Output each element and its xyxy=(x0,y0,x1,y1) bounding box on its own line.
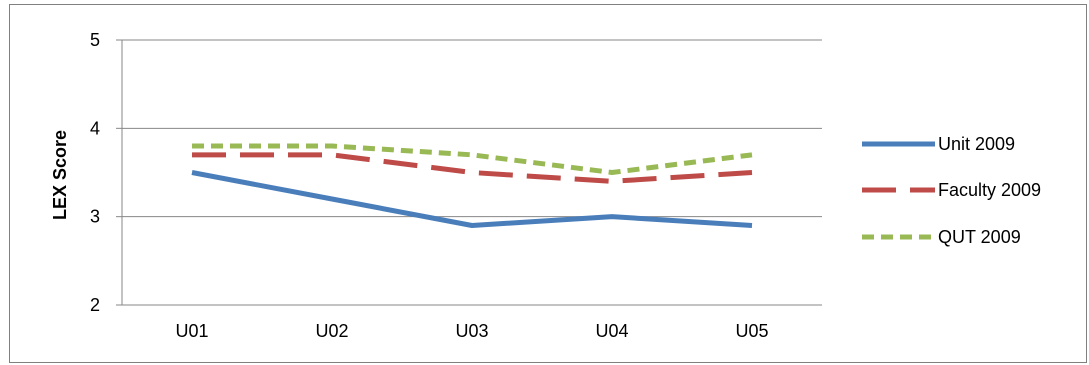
legend-label: Faculty 2009 xyxy=(938,180,1041,200)
y-tick-label: 4 xyxy=(90,118,100,138)
gridlines xyxy=(121,39,822,306)
series-line xyxy=(191,170,753,228)
x-axis-ticks: U01 U02 U03 U04 U05 xyxy=(175,321,768,341)
legend: Unit 2009 Faculty 2009 QUT 2009 xyxy=(862,134,1041,247)
x-tick-label: U02 xyxy=(315,321,348,341)
legend-label: QUT 2009 xyxy=(938,227,1021,247)
series-line xyxy=(192,143,753,175)
x-tick-label: U03 xyxy=(455,321,488,341)
series-lines xyxy=(191,143,753,228)
x-tick-label: U04 xyxy=(595,321,628,341)
y-tick-label: 5 xyxy=(90,30,100,50)
series-line xyxy=(192,152,753,184)
y-tick-label: 3 xyxy=(90,207,100,227)
x-tick-label: U05 xyxy=(735,321,768,341)
y-axis-title: LEX Score xyxy=(50,130,70,220)
chart-frame xyxy=(9,4,1087,363)
y-tick-label: 2 xyxy=(90,295,100,315)
y-axis-ticks: 2 3 4 5 xyxy=(90,30,122,315)
x-tick-label: U01 xyxy=(175,321,208,341)
legend-label: Unit 2009 xyxy=(938,134,1015,154)
